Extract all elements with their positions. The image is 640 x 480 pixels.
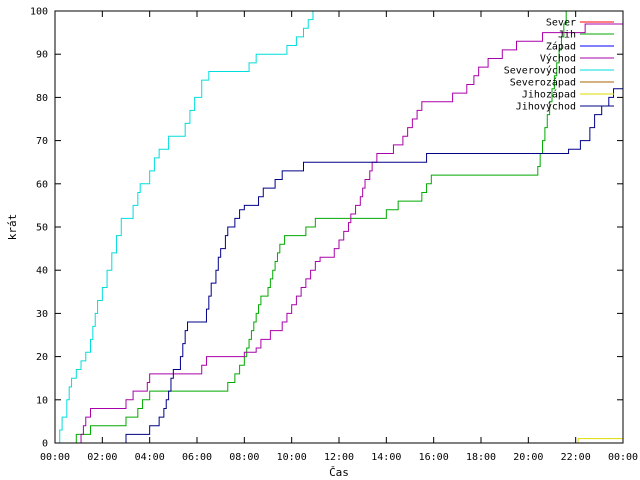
x-tick-label: 20:00 bbox=[513, 452, 543, 463]
y-tick-label: 20 bbox=[36, 352, 48, 363]
axes: 00:00 02:00 04:00 06:00 08:00 10:00 12:00 14:00… bbox=[6, 7, 638, 480]
x-tick-label: 22:00 bbox=[561, 452, 591, 463]
x-tick-label: 02:00 bbox=[87, 452, 117, 463]
x-tick-label: 04:00 bbox=[135, 452, 165, 463]
legend-label: Jihozápad bbox=[522, 89, 576, 101]
y-tick-label: 0 bbox=[42, 439, 48, 450]
legend-label: Severozápad bbox=[510, 77, 576, 89]
legend-label: Sever bbox=[546, 18, 576, 29]
x-axis-ticks: 00:00 02:00 04:00 06:00 08:00 10:00 12:00 14:00… bbox=[40, 11, 638, 463]
y-tick-label: 50 bbox=[36, 223, 48, 234]
legend: SeverJihZápadVýchodSeverovýchodSeverozáp… bbox=[504, 18, 614, 113]
y-tick-label: 100 bbox=[30, 7, 48, 18]
legend-label: Jihovýchod bbox=[516, 101, 576, 113]
legend-label: Východ bbox=[540, 53, 576, 65]
y-tick-label: 90 bbox=[36, 50, 48, 61]
x-axis-label: Čas bbox=[329, 466, 349, 479]
y-tick-label: 10 bbox=[36, 395, 48, 406]
legend-label: Jih bbox=[558, 30, 576, 41]
x-tick-label: 08:00 bbox=[229, 452, 259, 463]
series-line-3 bbox=[78, 11, 624, 444]
y-axis-ticks: 0 10 20 30 40 50 60 70 80 90 100 bbox=[30, 7, 623, 450]
series-line-7 bbox=[123, 88, 623, 444]
x-tick-label: 10:00 bbox=[277, 452, 307, 463]
x-tick-label: 06:00 bbox=[182, 452, 212, 463]
series-line-6 bbox=[575, 438, 623, 444]
x-tick-label: 12:00 bbox=[324, 452, 354, 463]
y-axis-label: krát bbox=[6, 214, 19, 241]
y-tick-label: 60 bbox=[36, 179, 48, 190]
y-tick-label: 70 bbox=[36, 136, 48, 147]
legend-label: Severovýchod bbox=[504, 65, 576, 77]
series-line-1 bbox=[73, 11, 567, 444]
x-tick-label: 00:00 bbox=[608, 452, 638, 463]
series-lines bbox=[57, 11, 624, 444]
series-line-4 bbox=[57, 11, 314, 444]
x-tick-label: 16:00 bbox=[419, 452, 449, 463]
y-tick-label: 40 bbox=[36, 266, 48, 277]
legend-label: Západ bbox=[546, 41, 576, 53]
x-tick-label: 14:00 bbox=[371, 452, 401, 463]
x-tick-label: 18:00 bbox=[466, 452, 496, 463]
y-tick-label: 30 bbox=[36, 309, 48, 320]
x-tick-label: 00:00 bbox=[40, 452, 70, 463]
y-tick-label: 80 bbox=[36, 93, 48, 104]
